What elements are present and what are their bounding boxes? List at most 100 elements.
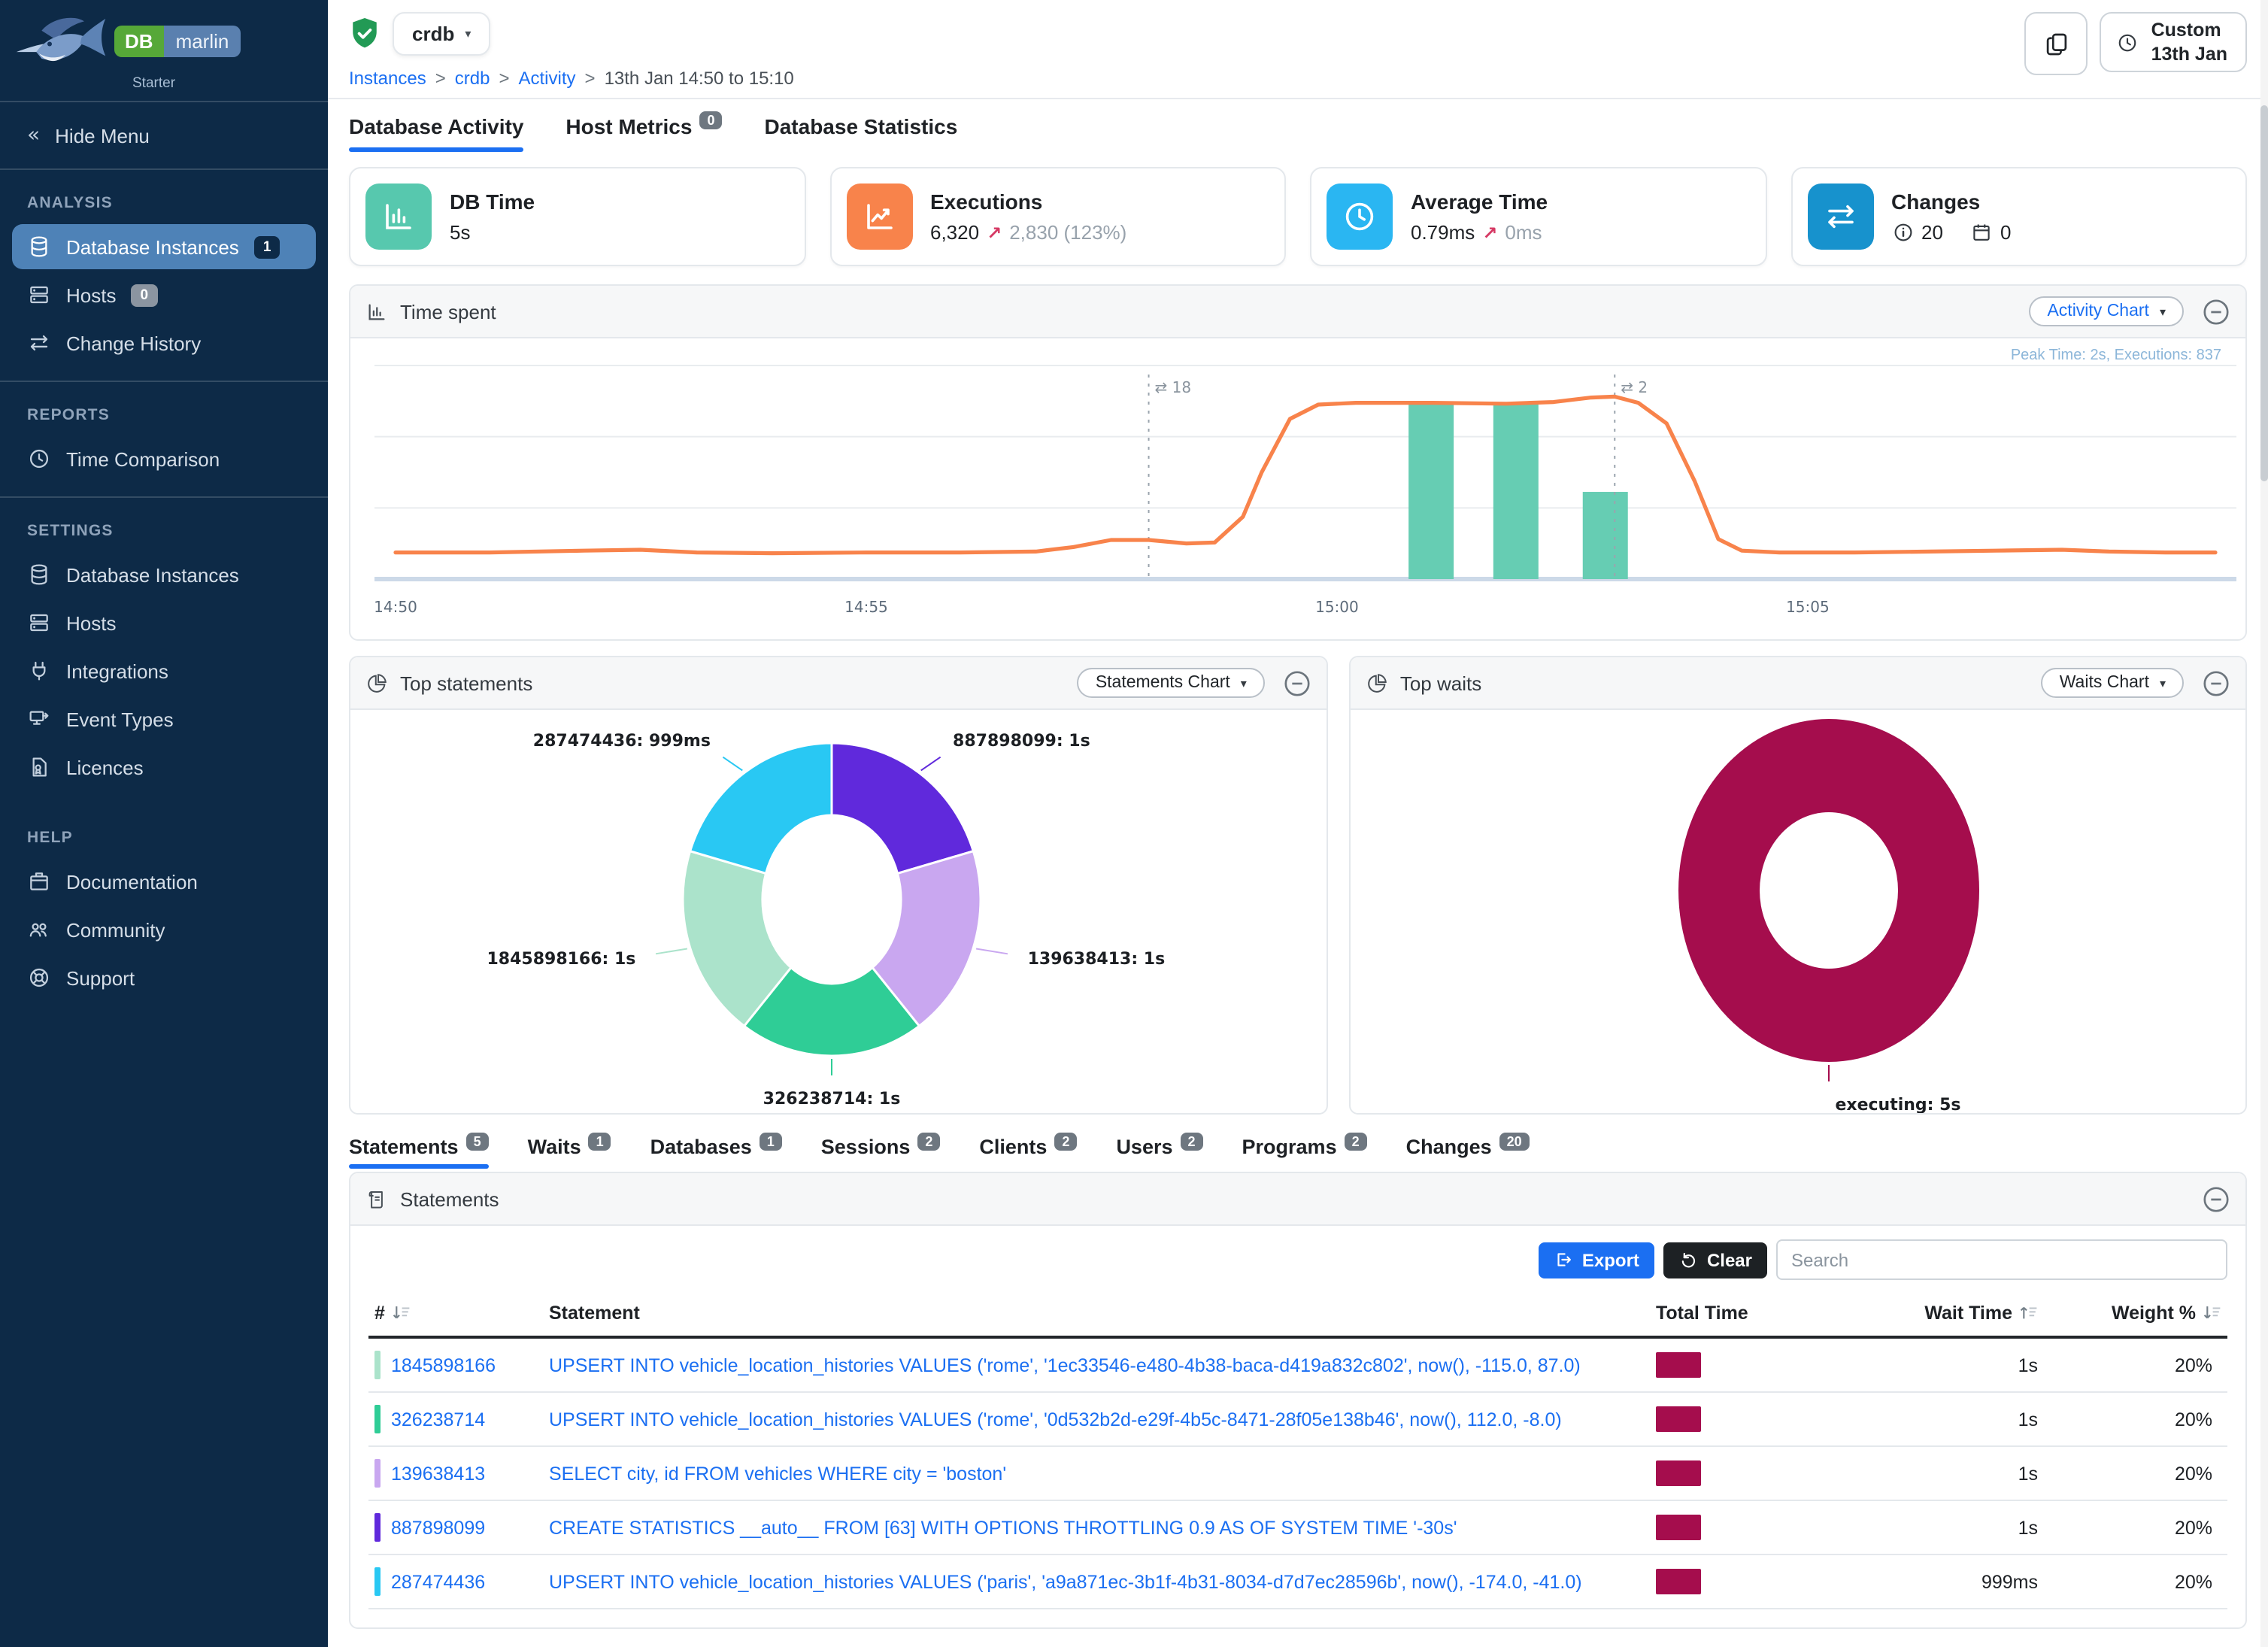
statement-sql-link[interactable]: CREATE STATISTICS __auto__ FROM [63] WIT… — [549, 1517, 1457, 1538]
card-delta: 2,830 (123%) — [1009, 221, 1127, 244]
collapse-panel-icon[interactable] — [2202, 297, 2230, 326]
breadcrumb-link-activity[interactable]: Activity — [518, 68, 576, 89]
activity-chart-dropdown[interactable]: Activity Chart ▾ — [2029, 296, 2184, 326]
clear-button[interactable]: Clear — [1663, 1242, 1767, 1278]
count-badge: 2 — [1054, 1133, 1078, 1151]
detail-tab-users[interactable]: Users 2 — [1116, 1133, 1203, 1169]
export-button[interactable]: Export — [1538, 1242, 1654, 1278]
sidebar-item-label: Documentation — [66, 870, 198, 893]
average-time-card: Average Time 0.79ms ↗ 0ms — [1310, 167, 1766, 266]
statement-id-link[interactable]: 1845898166 — [391, 1355, 496, 1376]
tab-database-activity[interactable]: Database Activity — [349, 114, 524, 152]
sidebar-sections: ANALYSIS Database Instances 1 Hosts 0 Change … — [0, 170, 328, 1015]
detail-tab-clients[interactable]: Clients 2 — [979, 1133, 1078, 1169]
statement-id-link[interactable]: 887898099 — [391, 1518, 486, 1539]
detail-tab-programs[interactable]: Programs 2 — [1242, 1133, 1367, 1169]
activity-chart-canvas[interactable]: ⇄ 18 ⇄ 2 14:50 14:55 15:00 15:05 — [350, 338, 2245, 639]
svg-text:139638413: 1s: 139638413: 1s — [1028, 950, 1166, 969]
statements-toolbar: Export Clear — [350, 1226, 2245, 1291]
instance-selector[interactable]: crdb ▾ — [393, 12, 491, 56]
sidebar-item-label: Hosts — [66, 284, 117, 306]
clock-icon — [1327, 184, 1393, 250]
statement-sql-link[interactable]: UPSERT INTO vehicle_location_histories V… — [549, 1571, 1582, 1592]
db-time-card: DB Time 5s — [349, 167, 805, 266]
sidebar-item-database-instances[interactable]: Database Instances 1 — [12, 224, 316, 269]
weight-value: 20% — [2044, 1554, 2227, 1609]
plug-icon — [27, 659, 51, 683]
column-header-wait-time[interactable]: Wait Time — [1806, 1291, 2044, 1339]
topbar: crdb ▾ Instances > crdb > Activity >13th Jan … — [328, 0, 2268, 99]
collapse-panel-icon[interactable] — [1283, 669, 1311, 697]
detail-tabs: Statements 5 Waits 1 Databases 1 Sessions 2 Clie… — [328, 1130, 2268, 1169]
top-statements-panel: Top statements Statements Chart ▾ 887898… — [349, 656, 1328, 1115]
waits-chart-dropdown[interactable]: Waits Chart ▾ — [2041, 668, 2184, 698]
statement-sql-link[interactable]: SELECT city, id FROM vehicles WHERE city… — [549, 1463, 1007, 1484]
collapse-panel-icon[interactable] — [2202, 669, 2230, 697]
search-input[interactable] — [1776, 1239, 2227, 1280]
detail-tab-sessions[interactable]: Sessions 2 — [821, 1133, 941, 1169]
licence-icon — [27, 755, 51, 779]
changes-card: Changes 20 0 — [1790, 167, 2247, 266]
sidebar-item-change-history[interactable]: Change History — [12, 320, 316, 365]
column-header-number[interactable]: # — [368, 1291, 543, 1339]
scrollbar-thumb[interactable] — [2260, 105, 2268, 481]
dbmarlin-logo[interactable]: DB marlin Starter — [0, 0, 328, 101]
detail-tab-statements[interactable]: Statements 5 — [349, 1133, 489, 1169]
statement-id-link[interactable]: 287474436 — [391, 1572, 486, 1593]
scrollbar[interactable] — [2260, 0, 2268, 1647]
sidebar-item-support[interactable]: Support — [12, 955, 316, 1000]
sidebar-item-event-types[interactable]: Event Types — [12, 696, 316, 742]
hide-menu-button[interactable]: « Hide Menu — [12, 108, 316, 162]
card-value: 0.79ms — [1411, 221, 1475, 244]
count-badge: 1 — [253, 235, 280, 258]
statement-color-chip — [374, 1459, 381, 1488]
bar-chart-icon — [365, 300, 388, 323]
sidebar-item-label: Database Instances — [66, 235, 239, 258]
collapse-panel-icon[interactable] — [2202, 1184, 2230, 1213]
sidebar-item-integrations[interactable]: Integrations — [12, 648, 316, 693]
time-range-button[interactable]: Custom 13th Jan — [2100, 12, 2247, 72]
detail-tab-databases[interactable]: Databases 1 — [650, 1133, 782, 1169]
svg-text:14:50: 14:50 — [374, 598, 417, 616]
time-spent-header: Time spent Activity Chart ▾ — [350, 286, 2245, 338]
wait-time-value: 999ms — [1806, 1554, 2044, 1609]
sidebar-item-hosts[interactable]: Hosts — [12, 600, 316, 645]
breadcrumb-link-instances[interactable]: Instances — [349, 68, 426, 89]
svg-text:887898099: 1s: 887898099: 1s — [953, 732, 1090, 751]
divider — [0, 101, 328, 102]
statement-id-link[interactable]: 139638413 — [391, 1463, 486, 1485]
server-icon — [27, 283, 51, 307]
statement-sql-link[interactable]: UPSERT INTO vehicle_location_histories V… — [549, 1354, 1581, 1376]
count-badge: 1 — [588, 1133, 611, 1151]
column-header-total-time[interactable]: Total Time — [1650, 1291, 1806, 1339]
breadcrumb-link-crdb[interactable]: crdb — [454, 68, 490, 89]
statement-id-link[interactable]: 326238714 — [391, 1409, 486, 1430]
sidebar-item-label: Change History — [66, 332, 202, 354]
event-icon — [27, 707, 51, 731]
card-value: 6,320 — [930, 221, 980, 244]
wait-time-value: 1s — [1806, 1337, 2044, 1393]
statement-sql-link[interactable]: UPSERT INTO vehicle_location_histories V… — [549, 1409, 1562, 1430]
sidebar-item-community[interactable]: Community — [12, 907, 316, 952]
waits-donut-chart[interactable]: executing: 5s — [1351, 710, 2245, 1113]
sidebar-item-licences[interactable]: Licences — [12, 745, 316, 790]
sidebar-item-time-comparison[interactable]: Time Comparison — [12, 436, 316, 481]
detail-tab-waits[interactable]: Waits 1 — [528, 1133, 611, 1169]
sidebar-item-documentation[interactable]: Documentation — [12, 859, 316, 904]
time-range-date: 13th Jan — [2151, 44, 2227, 65]
panel-title: Top waits — [1399, 672, 1482, 694]
detail-tab-changes[interactable]: Changes 20 — [1406, 1133, 1530, 1169]
shield-check-icon — [349, 17, 381, 51]
sidebar-item-database-instances[interactable]: Database Instances — [12, 552, 316, 597]
tab-host-metrics[interactable]: Host Metrics 0 — [565, 111, 723, 152]
statements-chart-dropdown[interactable]: Statements Chart ▾ — [1077, 668, 1265, 698]
undo-icon — [1678, 1250, 1698, 1269]
breadcrumb-current: 13th Jan 14:50 to 15:10 — [604, 68, 794, 89]
tab-database-statistics[interactable]: Database Statistics — [764, 114, 958, 138]
copy-link-button[interactable] — [2024, 12, 2088, 75]
column-header-statement[interactable]: Statement — [543, 1291, 1650, 1339]
statements-donut-chart[interactable]: 887898099: 1s 139638413: 1s 326238714: 1s 1… — [350, 710, 1327, 1113]
sidebar-section-help: HELP Documentation Community Support — [0, 805, 328, 1015]
sidebar-item-hosts[interactable]: Hosts 0 — [12, 272, 316, 317]
column-header-weight[interactable]: Weight % — [2044, 1291, 2227, 1339]
